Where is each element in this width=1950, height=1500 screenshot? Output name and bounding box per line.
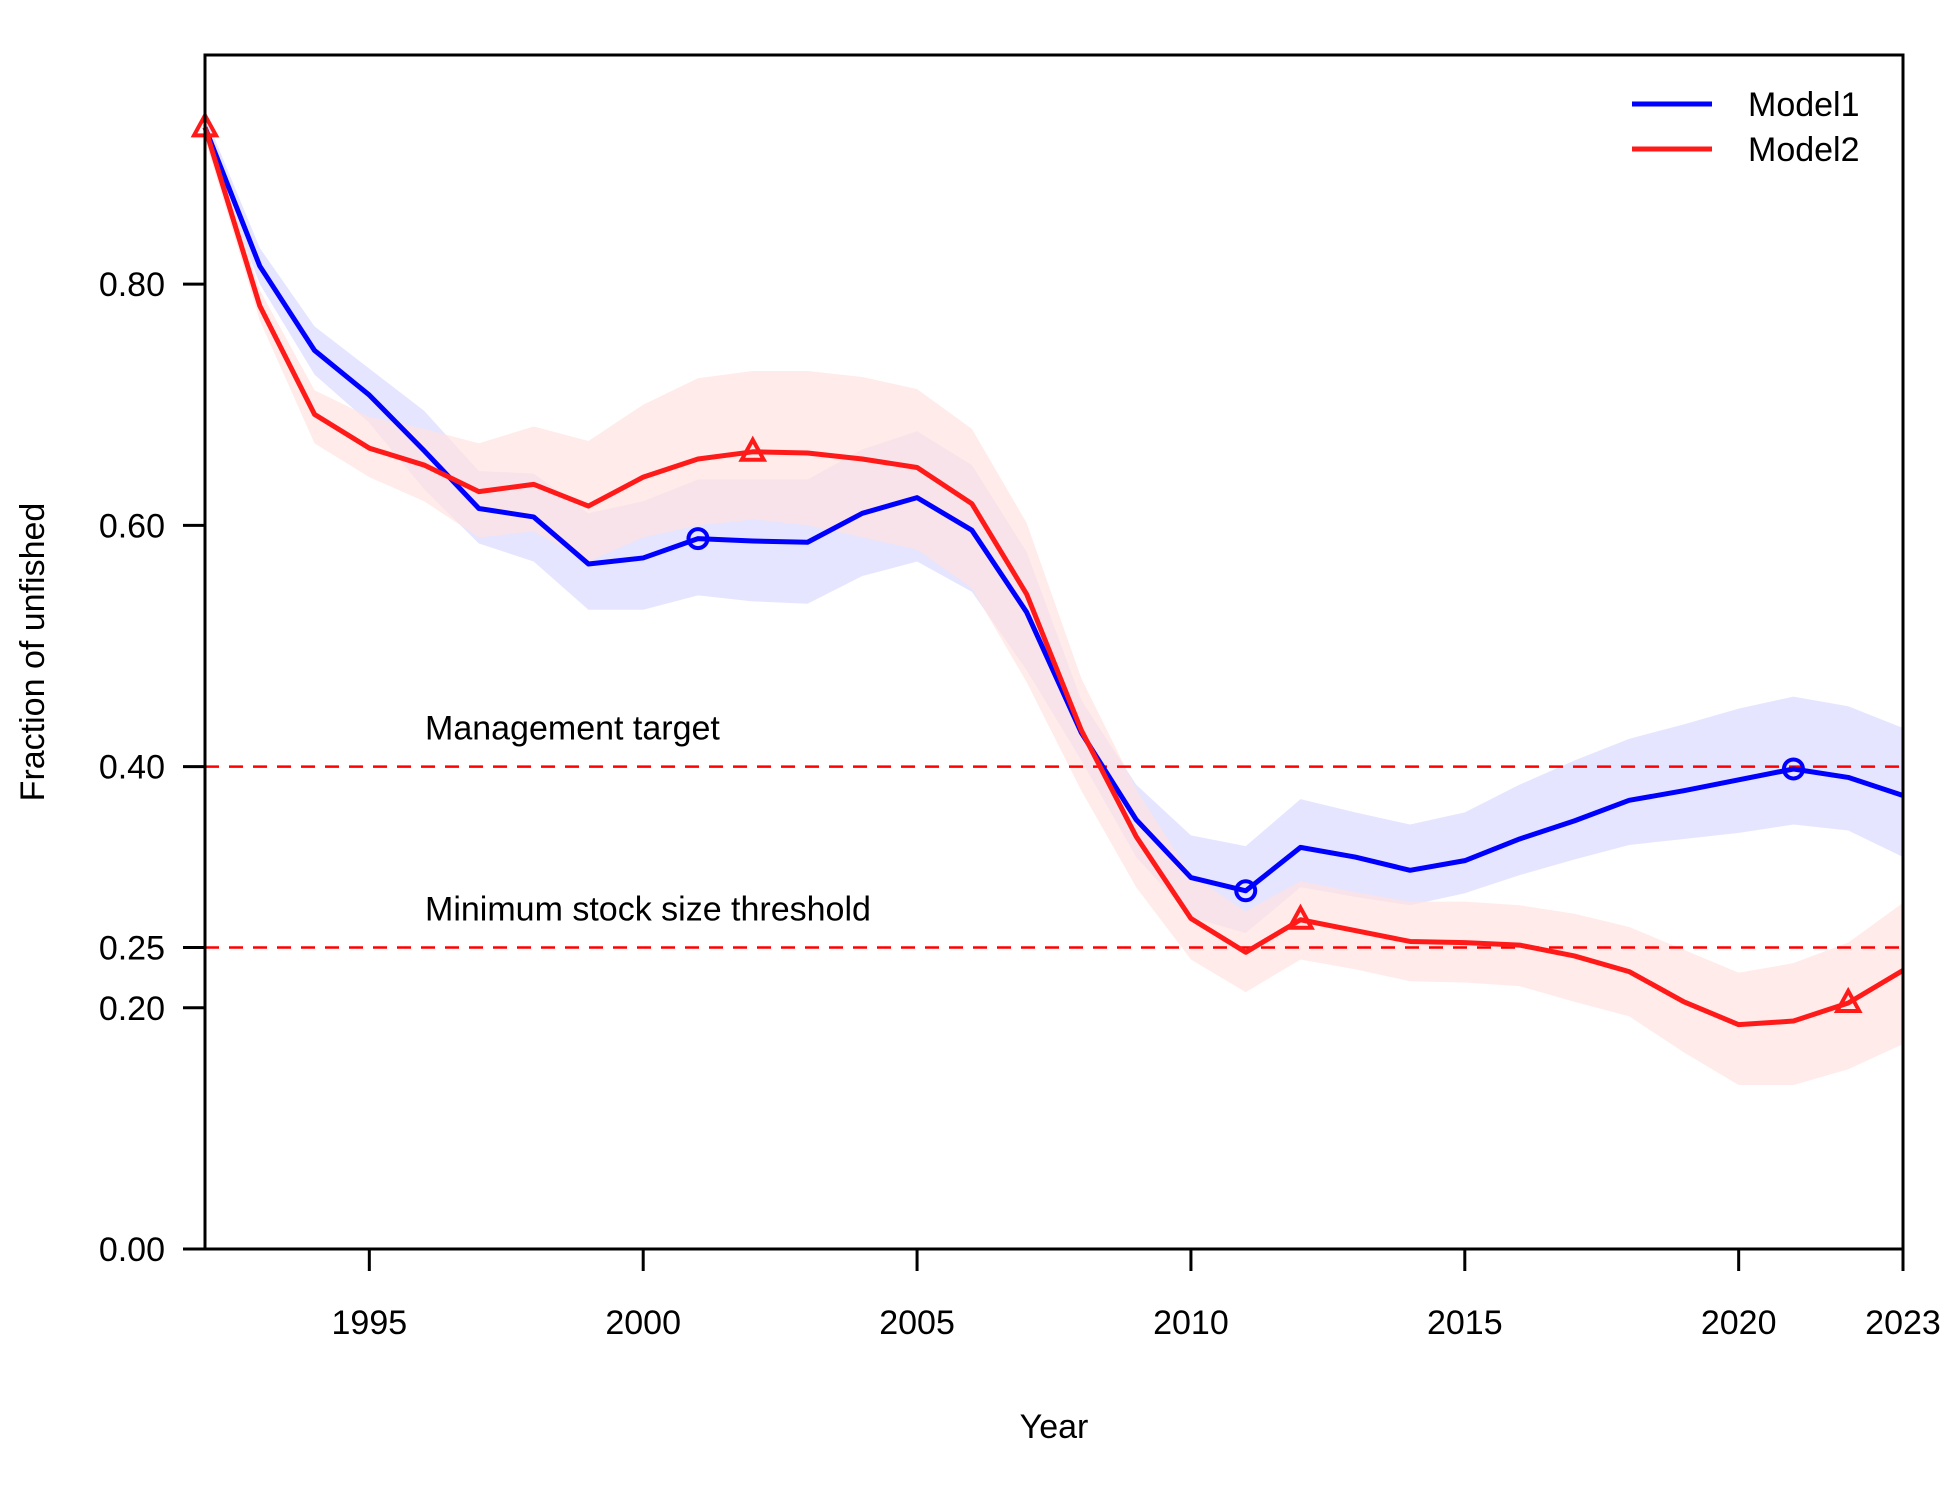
x-tick-label-2000: 2000: [605, 1304, 681, 1342]
marker-model2-2002: [738, 435, 768, 462]
reference-lines: Management target Minimum stock size thre…: [205, 710, 1903, 949]
x-tick-label-2005: 2005: [879, 1304, 955, 1342]
x-tick-label-2015: 2015: [1427, 1304, 1503, 1342]
x-tick-label-2023: 2023: [1865, 1304, 1941, 1342]
y-tick-label-0.00: 0.00: [99, 1231, 165, 1269]
series-lines: [202, 126, 1905, 1028]
x-tick-label-1995: 1995: [332, 1304, 408, 1342]
reference-line-label-2: Minimum stock size threshold: [425, 890, 871, 928]
x-axis-title: Year: [1020, 1408, 1089, 1446]
marker-model1-2001: [686, 527, 710, 551]
plot-frame: [203, 53, 1905, 1251]
marker-model1-2021: [1781, 757, 1805, 781]
y-tick-label-0.25: 0.25: [99, 929, 165, 967]
legend-label-model1: Model1: [1748, 86, 1860, 124]
x-tick-label-2010: 2010: [1153, 1304, 1229, 1342]
series-line-model1: [202, 126, 1904, 894]
band-model2: [205, 115, 1903, 1085]
series-line-model2: [202, 126, 1905, 1028]
x-tick-label-2020: 2020: [1701, 1304, 1777, 1342]
legend: Model1 Model2: [1632, 86, 1860, 169]
y-axis-title: Fraction of unfished: [14, 503, 52, 802]
reference-line-label-1: Management target: [425, 710, 720, 748]
y-tick-label-0.20: 0.20: [99, 990, 165, 1028]
confidence-bands: [205, 115, 1903, 1085]
y-tick-label-0.80: 0.80: [99, 266, 165, 304]
y-tick-label-0.40: 0.40: [99, 749, 165, 787]
y-tick-label-0.60: 0.60: [99, 507, 165, 545]
marker-model2-2022: [1833, 986, 1863, 1013]
marker-model2-2012: [1286, 903, 1315, 930]
legend-label-model2: Model2: [1748, 131, 1860, 169]
marker-model1-2011: [1234, 879, 1258, 903]
axes: 1995 2000 2005 2010 2015 2020 2023 0.00 0.20 0.25…: [99, 53, 1941, 1342]
